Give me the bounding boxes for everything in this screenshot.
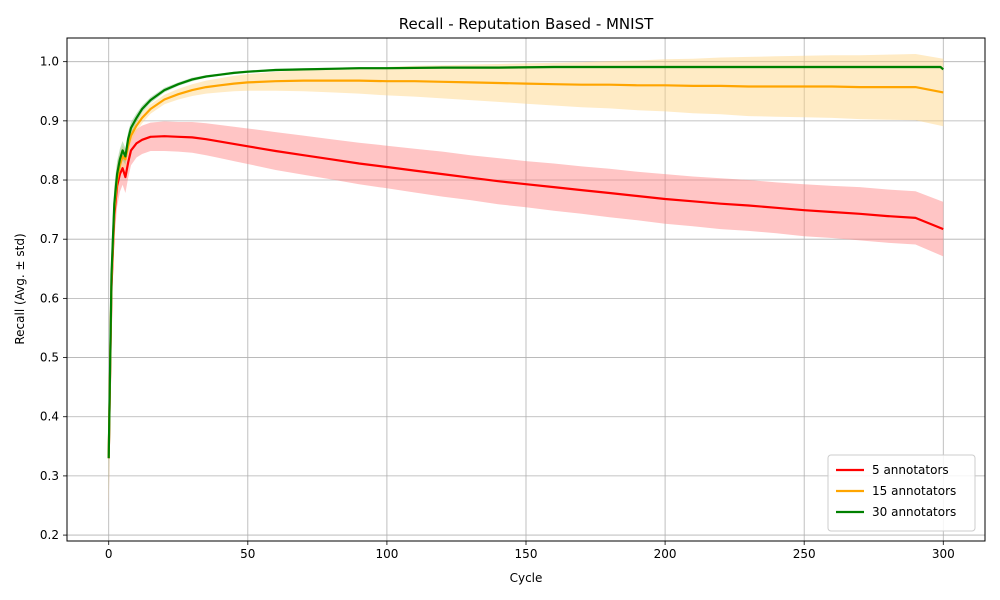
y-tick-label: 0.3 — [40, 469, 59, 483]
legend-label-1: 15 annotators — [872, 484, 956, 498]
series-lines — [107, 65, 945, 459]
y-tick-label: 0.7 — [40, 232, 59, 246]
x-tick-label: 300 — [932, 547, 955, 561]
x-tick-label: 50 — [240, 547, 255, 561]
x-tick-label: 0 — [105, 547, 113, 561]
legend: 5 annotators 15 annotators 30 annotators — [827, 454, 976, 532]
series-line-2 — [107, 65, 945, 459]
chart-title: Recall - Reputation Based - MNIST — [399, 15, 654, 33]
std-bands — [108, 54, 944, 512]
y-tick-label: 0.5 — [40, 351, 59, 365]
legend-box — [827, 454, 976, 532]
std-band-series-1 — [108, 54, 944, 512]
grid — [67, 38, 985, 541]
std-band-series-0 — [108, 121, 944, 512]
x-tick-label: 250 — [793, 547, 816, 561]
y-tick-label: 1.0 — [40, 55, 59, 69]
x-tick-label: 200 — [654, 547, 677, 561]
x-axis-ticks: 0 50 100 150 200 250 300 — [105, 541, 955, 561]
y-axis-label: Recall (Avg. ± std) — [13, 233, 27, 344]
x-tick-label: 100 — [375, 547, 398, 561]
series-line-1 — [107, 79, 944, 459]
series-line-0 — [107, 135, 944, 459]
y-axis-ticks: 0.2 0.3 0.4 0.5 0.6 0.7 0.8 0.9 1.0 — [40, 55, 67, 542]
x-tick-label: 150 — [515, 547, 538, 561]
y-tick-label: 0.4 — [40, 410, 59, 424]
y-tick-label: 0.6 — [40, 291, 59, 305]
y-tick-label: 0.9 — [40, 114, 59, 128]
legend-label-2: 30 annotators — [872, 505, 956, 519]
y-tick-label: 0.2 — [40, 528, 59, 542]
y-tick-label: 0.8 — [40, 173, 59, 187]
legend-label-0: 5 annotators — [872, 463, 949, 477]
x-axis-label: Cycle — [510, 571, 543, 585]
